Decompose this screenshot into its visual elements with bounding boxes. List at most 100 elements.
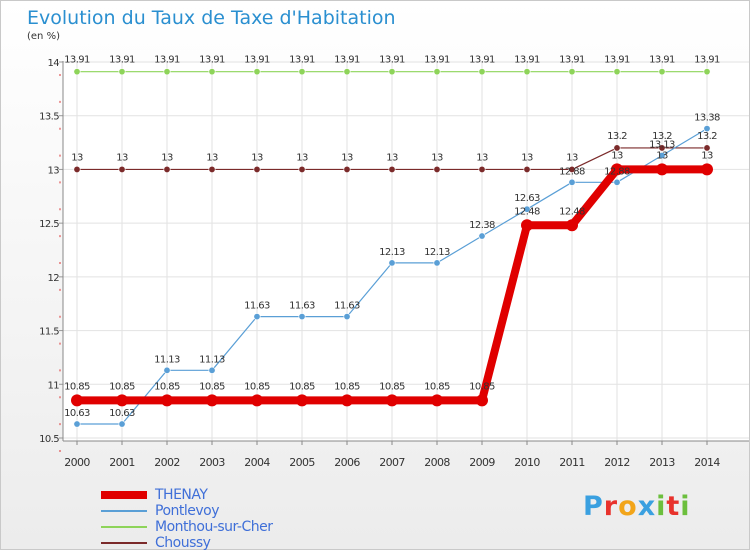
logo-letter: t — [666, 491, 681, 522]
data-point — [478, 68, 486, 76]
data-point — [253, 68, 261, 76]
data-point — [298, 165, 306, 173]
line-chart: 10.5 11 11.5 12 12.5 13 13.5 14 2000 2001 2002 2003… — [39, 55, 749, 469]
data-label: 13.38 — [694, 113, 720, 124]
data-point — [568, 68, 576, 76]
data-point — [343, 68, 351, 76]
data-label: 13.2 — [697, 131, 717, 142]
logo-letter: i — [680, 491, 691, 522]
data-label: 13 — [161, 152, 173, 163]
data-label: 13.91 — [514, 55, 540, 66]
data-point — [613, 68, 621, 76]
data-point — [568, 165, 576, 173]
data-label: 12.13 — [379, 247, 405, 258]
data-point — [208, 165, 216, 173]
data-label: 10.85 — [154, 381, 180, 392]
data-label: 10.85 — [244, 381, 270, 392]
y-tick-label: 13 — [47, 165, 59, 176]
data-point — [611, 163, 623, 176]
legend-item-monthou: Monthou-sur-Cher — [101, 519, 273, 535]
legend-item-choussy: Choussy — [101, 535, 272, 551]
chart-title: Evolution du Taux de Taxe d'Habitation — [27, 7, 396, 29]
x-tick-label: 2010 — [514, 456, 540, 469]
x-tick-label: 2012 — [604, 456, 630, 469]
data-label: 11.13 — [154, 354, 180, 365]
data-label: 11.63 — [289, 301, 315, 312]
x-tick-label: 2007 — [379, 456, 405, 469]
data-point — [118, 165, 126, 173]
data-label: 10.63 — [109, 408, 135, 419]
data-point — [703, 144, 711, 152]
data-label: 13.91 — [604, 55, 630, 66]
x-tick-label: 2006 — [334, 456, 360, 469]
data-point — [73, 68, 81, 76]
data-point — [118, 420, 126, 428]
data-label: 10.85 — [469, 381, 495, 392]
data-label: 12.88 — [604, 166, 630, 177]
y-tick-label: 14 — [47, 58, 59, 69]
data-point — [658, 151, 666, 159]
data-point — [523, 205, 531, 213]
legend-label: Monthou-sur-Cher — [155, 519, 273, 535]
legend-item-thenay: THENAY — [101, 487, 272, 503]
data-point — [386, 394, 398, 407]
data-point — [433, 68, 441, 76]
data-point — [613, 178, 621, 186]
x-tick-label: 2014 — [694, 456, 720, 469]
y-tick-label: 10.5 — [39, 434, 59, 445]
legend-item-pontlevoy: Pontlevoy — [101, 503, 272, 519]
data-label: 11.63 — [334, 301, 360, 312]
data-point — [388, 259, 396, 267]
data-point — [161, 394, 173, 407]
data-point — [116, 394, 128, 407]
data-label: 13 — [251, 152, 263, 163]
data-point — [208, 366, 216, 374]
data-point — [476, 394, 488, 407]
data-point — [341, 394, 353, 407]
data-label: 13 — [206, 152, 218, 163]
data-point — [703, 68, 711, 76]
y-tick-label: 11 — [47, 380, 59, 391]
data-label: 13 — [656, 150, 668, 161]
data-point — [521, 219, 533, 232]
legend-label: Pontlevoy — [155, 503, 220, 519]
data-label: 13 — [611, 150, 623, 161]
data-label: 13.91 — [109, 55, 135, 66]
data-point — [523, 68, 531, 76]
y-tick-label: 12.5 — [39, 219, 59, 230]
x-tick-label: 2000 — [64, 456, 90, 469]
y-tick-label: 13.5 — [39, 112, 59, 123]
y-tick-label: 11.5 — [39, 327, 59, 338]
data-label: 10.85 — [64, 381, 90, 392]
data-point — [253, 313, 261, 321]
x-tick-label: 2013 — [649, 456, 675, 469]
data-label: 13.91 — [649, 55, 675, 66]
data-point — [568, 178, 576, 186]
data-label: 12.48 — [514, 206, 540, 217]
proxiti-logo: Proxiti — [583, 491, 691, 522]
data-label: 10.85 — [289, 381, 315, 392]
data-label: 10.85 — [334, 381, 360, 392]
data-label: 13.91 — [64, 55, 90, 66]
data-point — [478, 232, 486, 240]
unit-label: (en %) — [27, 31, 60, 42]
data-label: 12.88 — [559, 166, 585, 177]
data-label: 10.85 — [424, 381, 450, 392]
data-label: 13 — [296, 152, 308, 163]
data-label: 13.91 — [334, 55, 360, 66]
data-point — [71, 394, 83, 407]
logo-letter: i — [656, 491, 667, 522]
data-point — [253, 165, 261, 173]
data-point — [658, 144, 666, 152]
data-label: 13.91 — [379, 55, 405, 66]
plot-area — [63, 61, 749, 441]
data-point — [703, 125, 711, 133]
x-tick-label: 2011 — [559, 456, 585, 469]
data-point — [163, 366, 171, 374]
data-point — [656, 163, 668, 176]
data-point — [343, 165, 351, 173]
data-point — [73, 420, 81, 428]
data-label: 13.91 — [244, 55, 270, 66]
data-label: 10.63 — [64, 408, 90, 419]
